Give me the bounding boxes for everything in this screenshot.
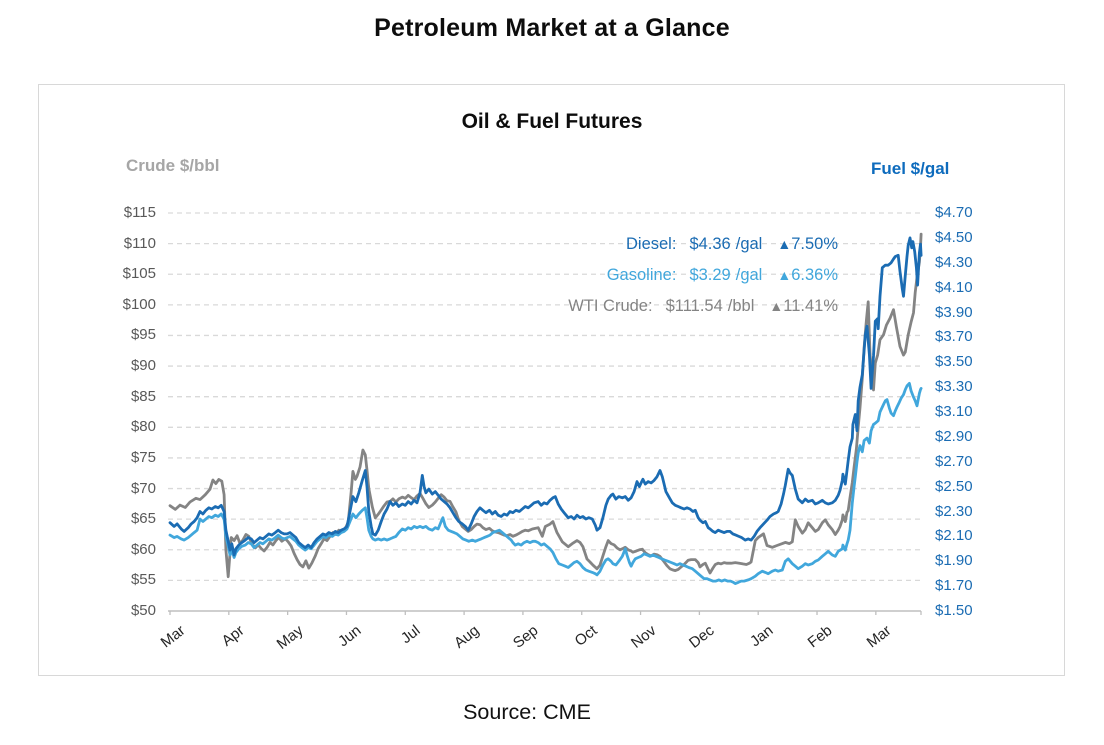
- left-axis-tick-label: $95: [130, 326, 156, 344]
- legend-change: 6.36%: [791, 266, 838, 284]
- left-axis-tick-label: $65: [130, 510, 156, 528]
- legend-value: $111.54: [665, 297, 723, 315]
- legend-label: Gasoline:: [606, 266, 677, 284]
- right-axis-tick-label: $1.90: [935, 552, 973, 570]
- legend-unit: /gal: [735, 266, 763, 284]
- right-axis-tick-label: $3.50: [935, 353, 973, 371]
- chart-card: [38, 84, 1065, 676]
- legend-label: WTI Crude:: [568, 297, 653, 315]
- left-axis-tick-label: $80: [130, 418, 156, 436]
- left-axis-tick-label: $105: [122, 265, 156, 283]
- left-axis-tick-label: $75: [130, 448, 156, 466]
- chart-title: Oil & Fuel Futures: [461, 110, 643, 133]
- legend-value: $3.29: [689, 266, 731, 284]
- left-axis-tick-label: $85: [130, 387, 156, 405]
- series-line-wti-crude: [168, 232, 923, 579]
- legend-row-gasoline: Gasoline: $3.29/gal ▲6.36%: [568, 260, 838, 291]
- right-axis-tick-label: $4.10: [935, 278, 973, 296]
- left-axis-tick-label: $100: [122, 295, 156, 313]
- right-axis-tick-label: $3.90: [935, 303, 973, 321]
- legend-unit: /bbl: [727, 297, 755, 315]
- right-axis-tick-label: $2.10: [935, 527, 973, 545]
- right-axis-tick-label: $3.70: [935, 328, 973, 346]
- legend-change: 11.41%: [783, 297, 838, 315]
- right-axis-tick-label: $4.30: [935, 253, 973, 271]
- right-axis-tick-label: $4.70: [935, 204, 973, 221]
- series-line-diesel: [168, 236, 923, 557]
- series-line-gasoline: [168, 382, 923, 585]
- right-axis-tick-label: $3.30: [935, 378, 973, 396]
- left-axis-tick-label: $55: [130, 571, 156, 589]
- up-triangle-icon: ▲: [777, 267, 792, 283]
- right-axis-tick-label: $1.70: [935, 577, 973, 595]
- right-axis-tick-label: $2.30: [935, 502, 973, 520]
- left-axis-tick-label: $60: [130, 540, 156, 558]
- up-triangle-icon: ▲: [777, 236, 792, 252]
- page-title: Petroleum Market at a Glance: [374, 14, 730, 42]
- right-axis-tick-label: $4.50: [935, 228, 973, 246]
- legend-row-diesel: Diesel: $4.36/gal ▲7.50%: [568, 229, 838, 260]
- legend-unit: /gal: [735, 235, 763, 253]
- up-triangle-icon: ▲: [769, 298, 784, 314]
- legend-value: $4.36: [689, 235, 731, 253]
- right-axis-title: Fuel $/gal: [871, 159, 950, 178]
- left-axis-tick-label: $90: [130, 357, 156, 375]
- right-axis-tick-label: $1.50: [935, 602, 973, 619]
- legend-label: Diesel:: [626, 235, 677, 253]
- right-axis-tick-label: $2.50: [935, 477, 973, 495]
- left-axis-tick-label: $115: [123, 204, 156, 221]
- legend-change: 7.50%: [791, 235, 838, 253]
- left-axis-tick-label: $70: [130, 479, 156, 497]
- left-axis-tick-label: $50: [130, 602, 156, 619]
- legend: Diesel: $4.36/gal ▲7.50% Gasoline: $3.29/ga…: [568, 229, 838, 322]
- right-axis-tick-label: $3.10: [935, 403, 973, 420]
- right-axis-tick-label: $2.70: [935, 452, 973, 470]
- left-axis-tick-label: $110: [123, 234, 156, 252]
- legend-row-wti-crude: WTI Crude: $111.54/bbl ▲11.41%: [568, 291, 838, 322]
- left-axis-title: Crude $/bbl: [126, 156, 220, 175]
- right-axis-tick-label: $2.90: [935, 427, 973, 445]
- source-caption: Source: CME: [463, 700, 591, 724]
